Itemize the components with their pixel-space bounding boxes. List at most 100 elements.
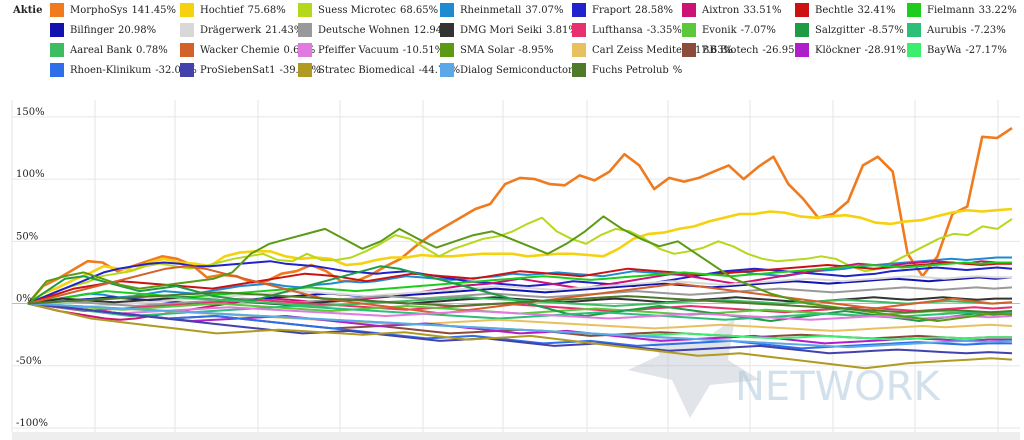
series-line[interactable] <box>27 261 1012 305</box>
legend-item[interactable]: Pfeiffer Vacuum -10.51% <box>298 42 444 58</box>
legend-swatch <box>440 43 454 57</box>
legend-series-value: 3.81% <box>546 24 578 36</box>
legend-series-value: -3.35% <box>646 24 682 36</box>
legend-item[interactable]: BayWa -27.17% <box>907 42 1007 58</box>
legend-series-name: Wacker Chemie <box>200 44 280 56</box>
watermark-text: NETWORK <box>735 364 941 410</box>
legend-swatch <box>180 3 194 17</box>
series-line[interactable] <box>27 302 1013 355</box>
legend-item[interactable]: MorphoSys 141.45% <box>50 2 176 18</box>
legend-swatch <box>298 3 312 17</box>
y-tick-label: 0% <box>16 294 32 305</box>
legend-swatch <box>180 23 194 37</box>
legend-item[interactable]: Rhoen-Klinikum -32.00% <box>50 62 197 78</box>
series-line[interactable] <box>27 265 1013 315</box>
legend-series-value: 20.98% <box>117 24 157 36</box>
legend-swatch <box>572 3 586 17</box>
series-line[interactable] <box>27 302 1012 350</box>
legend-series-value: -7.07% <box>740 24 776 36</box>
legend-item[interactable]: Fuchs Petrolub% <box>572 62 682 78</box>
legend-item[interactable]: BB Biotech -26.95% <box>682 42 804 58</box>
legend-swatch <box>907 3 921 17</box>
legend-item[interactable]: Rheinmetall 37.07% <box>440 2 563 18</box>
legend-swatch <box>298 23 312 37</box>
legend-swatch <box>298 63 312 77</box>
legend-item[interactable]: Bechtle 32.41% <box>795 2 896 18</box>
legend-series-name: Rhoen-Klinikum <box>70 64 152 76</box>
legend-series-name: Pfeiffer Vacuum <box>318 44 399 56</box>
legend-item[interactable]: SMA Solar -8.95% <box>440 42 553 58</box>
legend-series-name: Rheinmetall <box>460 4 522 16</box>
series-line[interactable] <box>27 302 1013 321</box>
series-lines <box>27 127 1013 370</box>
legend-series-value: -27.17% <box>965 44 1007 56</box>
series-line[interactable] <box>27 302 1013 349</box>
legend-series-name: Evonik <box>702 24 737 36</box>
legend-series-value: 28.58% <box>634 4 674 16</box>
legend-item[interactable]: Fielmann 33.22% <box>907 2 1017 18</box>
y-axis-ticks: 150% 100% 50% 0% -50% -100% <box>16 107 48 429</box>
legend-swatch <box>572 63 586 77</box>
legend-item[interactable]: Evonik -7.07% <box>682 22 776 38</box>
y-tick-label: 50% <box>16 231 38 242</box>
legend-series-name: Hochtief <box>200 4 244 16</box>
legend-series-name: Dialog Semiconductor <box>460 64 573 76</box>
series-line[interactable] <box>27 302 1013 370</box>
legend-swatch <box>682 43 696 57</box>
legend-swatch <box>795 3 809 17</box>
legend-series-value: -8.95% <box>518 44 554 56</box>
legend-item[interactable]: DMG Mori Seiki 3.81% <box>440 22 578 38</box>
legend-series-value: 0.78% <box>136 44 168 56</box>
legend-series-value: -28.91% <box>864 44 907 56</box>
legend-series-name: BayWa <box>927 44 962 56</box>
series-line[interactable] <box>27 295 1013 307</box>
legend-swatch <box>180 63 194 77</box>
series-line[interactable] <box>27 286 1013 307</box>
legend-item[interactable]: Hochtief 75.68% <box>180 2 286 18</box>
series-line[interactable] <box>27 207 1013 305</box>
legend-series-value: 37.07% <box>525 4 564 16</box>
legend-series-name: Stratec Biomedical <box>318 64 415 76</box>
legend-swatch <box>440 63 454 77</box>
legend-item[interactable]: Carl Zeiss Meditec -17.63% <box>572 42 733 58</box>
legend-series-value: -32.00% <box>155 64 197 76</box>
legend-item[interactable]: Salzgitter -8.57% <box>795 22 904 38</box>
legend-item[interactable]: Aixtron 33.51% <box>682 2 781 18</box>
legend-series-value: -10.51% <box>402 44 445 56</box>
legend-item[interactable]: Suess Microtec 68.65% <box>298 2 438 18</box>
legend-series-name: Salzgitter <box>815 24 865 36</box>
legend-item[interactable]: Aareal Bank 0.78% <box>50 42 168 58</box>
legend-swatch <box>682 3 696 17</box>
legend-swatch <box>907 23 921 37</box>
legend-series-name: Suess Microtec <box>318 4 397 16</box>
series-line[interactable] <box>27 260 1013 305</box>
legend-series-name: Fuchs Petrolub <box>592 64 669 76</box>
legend-series-name: Aurubis <box>927 24 967 36</box>
legend-item[interactable]: Klöckner -28.91% <box>795 42 906 58</box>
legend-swatch <box>50 3 64 17</box>
legend-swatch <box>440 23 454 37</box>
legend-item[interactable]: Fraport 28.58% <box>572 2 673 18</box>
legend-item[interactable]: Bilfinger 20.98% <box>50 22 156 38</box>
legend-swatch <box>572 23 586 37</box>
legend-swatch <box>440 3 454 17</box>
legend-swatch <box>682 23 696 37</box>
series-line[interactable] <box>27 291 1013 314</box>
legend-series-value: -26.95% <box>762 44 804 56</box>
legend-swatch <box>795 23 809 37</box>
legend-item[interactable]: Aurubis -7.23% <box>907 22 1006 38</box>
legend-series-name: Aareal Bank <box>70 44 133 56</box>
legend-series-name: Aixtron <box>702 4 740 16</box>
legend-item[interactable]: Lufthansa -3.35% <box>572 22 682 38</box>
legend-series-name: Bechtle <box>815 4 854 16</box>
legend-item[interactable]: Drägerwerk 21.43% <box>180 22 303 38</box>
watermark: NETWORK <box>628 318 941 418</box>
legend-item[interactable]: Deutsche Wohnen 12.94% <box>298 22 452 38</box>
legend-swatch <box>907 43 921 57</box>
legend-swatch <box>572 43 586 57</box>
legend-series-name: DMG Mori Seiki <box>460 24 543 36</box>
legend-series-name: Fielmann <box>927 4 975 16</box>
y-tick-label: 150% <box>16 107 45 118</box>
legend-item[interactable]: Stratec Biomedical -44.75% <box>298 62 460 78</box>
